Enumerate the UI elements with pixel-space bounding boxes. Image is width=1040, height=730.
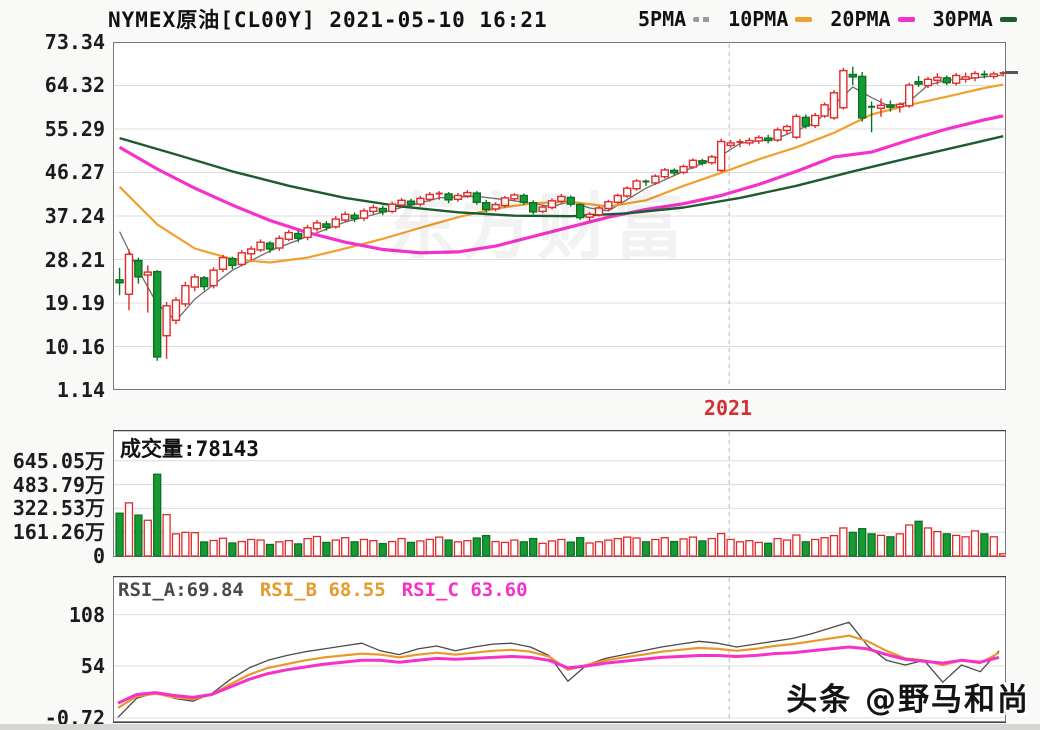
y-tick-label: 46.27: [44, 160, 105, 185]
volume-panel[interactable]: [113, 429, 1008, 561]
y-tick-label: 54: [80, 654, 105, 678]
ma-line-30PMA: [119, 135, 1004, 218]
ma-legend: 5PMA 10PMA 20PMA 30PMA: [638, 7, 1017, 31]
legend-swatch-icon: [999, 16, 1017, 22]
legend-item-10pma[interactable]: 10PMA: [728, 7, 813, 31]
y-tick-label: 64.32: [44, 73, 105, 98]
rsi-line-RSI_C: [117, 645, 1000, 705]
page-title: NYMEX原油[CL00Y] 2021-05-10 16:21: [108, 8, 548, 32]
legend-label: 20PMA: [830, 7, 891, 31]
legend-swatch-icon: [897, 16, 915, 22]
price-chart-svg: [113, 42, 1007, 390]
rsi-c-label: RSI_C 63.60: [401, 579, 528, 601]
volume-bars-group: [115, 473, 1008, 557]
y-tick-label: 483.79万: [12, 472, 105, 497]
legend-label: 5PMA: [638, 7, 687, 31]
y-tick-label: -0.72: [44, 706, 105, 730]
rsi-a-label: RSI_A:69.84: [118, 579, 244, 601]
legend-item-30pma[interactable]: 30PMA: [933, 7, 1017, 31]
legend-label: 30PMA: [932, 7, 993, 31]
volume-header: 成交量:78143: [120, 437, 259, 461]
y-tick-label: 37.24: [44, 204, 105, 228]
legend-swatch-icon: [795, 16, 813, 22]
bottom-strip: [0, 724, 1040, 730]
rsi-chart-svg: [113, 575, 1006, 724]
y-tick-label: 108: [68, 602, 105, 627]
y-tick-label: 322.53万: [12, 496, 105, 521]
legend-label: 10PMA: [728, 7, 789, 31]
y-tick-label: 28.21: [44, 247, 105, 272]
x-axis-year-label: 2021: [703, 396, 753, 420]
last-price-dash: [1005, 70, 1018, 74]
y-tick-label: 0: [92, 544, 105, 568]
legend-item-20pma[interactable]: 20PMA: [830, 7, 915, 31]
toutiao-watermark: 头条 @野马和尚: [786, 682, 1030, 718]
y-tick-label: 1.14: [56, 378, 105, 402]
volume-chart-svg: [113, 429, 1008, 557]
y-tick-label: 19.19: [44, 291, 105, 315]
ma-line-20PMA: [118, 114, 1004, 255]
eastmoney-watermark: 东方财富: [385, 185, 690, 269]
rsi-line-RSI_A: [117, 621, 1000, 718]
y-tick-label: 10.16: [44, 334, 105, 359]
candles-group: [115, 66, 1007, 361]
legend-swatch-icon: [693, 16, 711, 22]
rsi-b-label: RSI_B 68.55: [259, 579, 386, 601]
y-tick-label: 645.05万: [12, 448, 105, 473]
y-tick-label: 55.29: [44, 117, 105, 141]
legend-item-5pma[interactable]: 5PMA: [638, 7, 711, 31]
price-candlestick-panel[interactable]: [113, 42, 1007, 394]
rsi-panel[interactable]: [113, 575, 1006, 727]
y-tick-label: 161.26万: [12, 520, 105, 545]
y-tick-label: 73.34: [44, 30, 105, 54]
rsi-header: RSI_A:69.84 RSI_B 68.55 RSI_C 63.60: [118, 579, 528, 601]
